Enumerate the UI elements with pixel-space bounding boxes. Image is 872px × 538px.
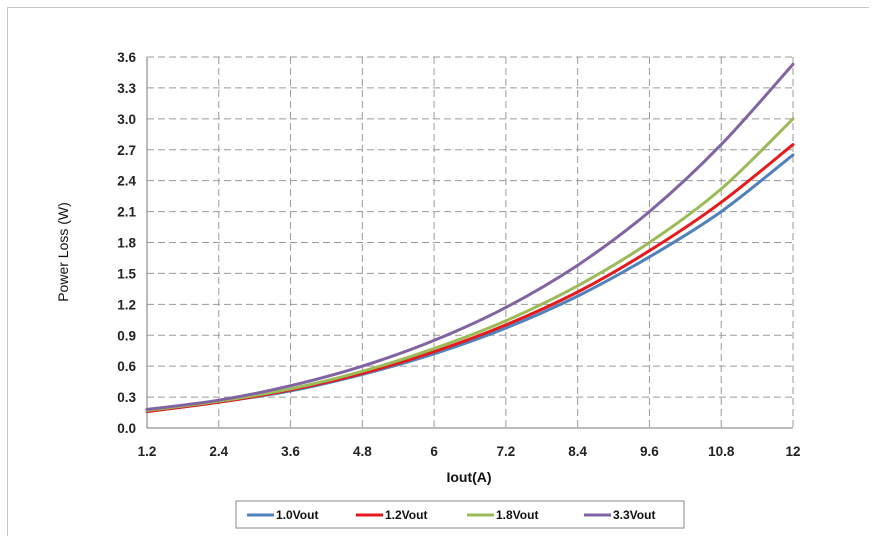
y-tick-label: 1.2 xyxy=(117,297,136,312)
x-tick-label: 2.4 xyxy=(209,444,228,459)
x-axis-ticks: 1.2 2.4 3.6 4.8 6 7.2 8.4 9.6 10.8 12 xyxy=(138,444,801,459)
legend-label: 1.2Vout xyxy=(385,508,427,522)
x-tick-label: 3.6 xyxy=(281,444,300,459)
y-tick-label: 3.6 xyxy=(117,50,136,65)
y-axis-ticks: 0.0 0.3 0.6 0.9 1.2 1.5 1.8 2.1 2.4 2.7 3.0 3.3 3.6 xyxy=(117,50,136,436)
gridlines xyxy=(146,56,794,429)
y-tick-label: 1.5 xyxy=(117,266,136,281)
series-line-1-2vout xyxy=(145,143,795,413)
legend: 1.0Vout 1.2Vout 1.8Vout 3.3Vout xyxy=(235,500,685,529)
series-line-3-3vout xyxy=(145,62,795,411)
x-tick-label: 7.2 xyxy=(496,444,515,459)
x-tick-label: 8.4 xyxy=(568,444,587,459)
y-tick-label: 0.3 xyxy=(117,390,136,405)
x-tick-label: 12 xyxy=(785,444,800,459)
y-tick-label: 1.8 xyxy=(117,236,136,251)
legend-label: 1.0Vout xyxy=(276,508,318,522)
y-tick-label: 0.9 xyxy=(117,328,136,343)
series-line-1-8vout xyxy=(145,117,795,412)
y-tick-label: 2.1 xyxy=(117,205,136,220)
series-line-1-0vout xyxy=(145,153,795,413)
x-tick-label: 1.2 xyxy=(138,444,157,459)
y-axis-title: Power Loss (W) xyxy=(55,202,71,302)
x-tick-label: 10.8 xyxy=(708,444,735,459)
y-tick-label: 2.7 xyxy=(117,143,136,158)
chart-frame xyxy=(7,7,869,536)
x-tick-label: 6 xyxy=(430,444,438,459)
series-lines xyxy=(145,62,795,413)
y-tick-label: 3.3 xyxy=(117,81,136,96)
legend-label: 1.8Vout xyxy=(496,508,538,522)
x-tick-label: 4.8 xyxy=(353,444,372,459)
legend-label: 3.3Vout xyxy=(613,508,655,522)
y-tick-label: 2.4 xyxy=(117,174,136,189)
x-axis-title: Iout(A) xyxy=(446,469,491,485)
y-tick-label: 0.0 xyxy=(117,421,136,436)
y-tick-label: 0.6 xyxy=(117,359,136,374)
y-tick-label: 3.0 xyxy=(117,112,136,127)
x-tick-label: 9.6 xyxy=(640,444,659,459)
